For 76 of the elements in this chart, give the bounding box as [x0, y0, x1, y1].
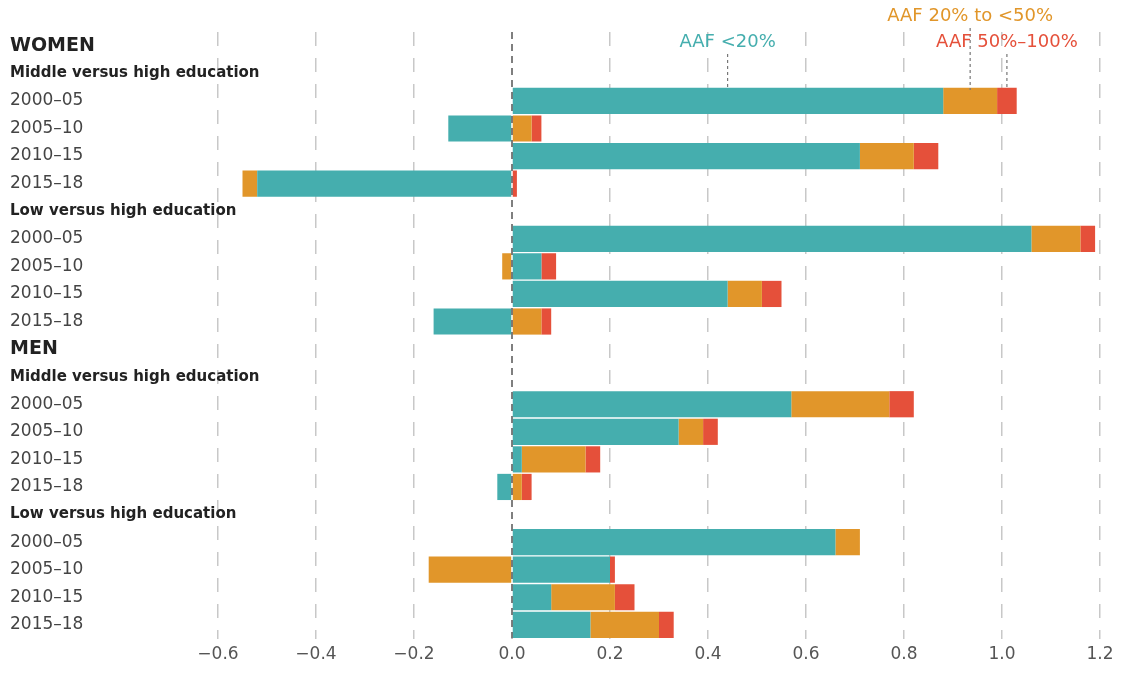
bar	[512, 115, 532, 142]
bar	[997, 87, 1017, 115]
bar	[512, 170, 517, 197]
bar	[1031, 225, 1081, 252]
bar	[512, 87, 944, 115]
bar	[859, 142, 914, 170]
x-tick-label: 0.4	[694, 643, 722, 664]
y-tick-label: 2000–05	[10, 89, 84, 110]
y-tick-label: Low versus high education	[10, 504, 237, 523]
x-tick-label: 0.8	[890, 643, 918, 664]
bar	[433, 308, 512, 335]
bar	[521, 473, 532, 501]
bar	[610, 556, 615, 583]
bar	[761, 280, 782, 308]
bar	[531, 115, 542, 142]
x-tick-label: −0.2	[393, 643, 435, 664]
y-tick-label: 2010–15	[10, 144, 84, 165]
bar	[521, 446, 586, 473]
y-tick-label: 2000–05	[10, 530, 84, 551]
bar	[585, 446, 601, 473]
bar	[428, 556, 512, 583]
y-tick-label: 2015–18	[10, 309, 84, 330]
y-tick-label: 2005–10	[10, 116, 84, 137]
y-tick-label: 2005–10	[10, 254, 84, 275]
x-tick-label: 0.2	[596, 643, 624, 664]
bar	[242, 170, 258, 197]
bar	[791, 391, 890, 418]
text: AAF <20%	[679, 29, 776, 51]
bar	[551, 584, 615, 611]
x-tick-label: 1.2	[1086, 643, 1114, 664]
bar	[512, 391, 792, 418]
bar	[512, 611, 591, 638]
y-tick-label: Middle versus high education	[10, 366, 260, 385]
text: AAF 20% to <50%	[887, 3, 1054, 25]
bar	[703, 418, 718, 445]
bar	[497, 473, 512, 501]
text: AAF 50%–100%	[936, 29, 1078, 51]
x-tick-label: −0.6	[197, 643, 239, 664]
bar	[889, 391, 914, 418]
bar	[512, 529, 836, 556]
y-tick-label: 2010–15	[10, 585, 84, 606]
y-tick-label: 2015–18	[10, 475, 84, 496]
y-tick-label: 2015–18	[10, 613, 84, 634]
x-tick-label: 0.0	[498, 643, 526, 664]
bar	[448, 115, 512, 142]
y-tick-label: 2000–05	[10, 392, 84, 413]
bar	[727, 280, 762, 308]
bar	[913, 142, 939, 170]
y-tick-label: 2000–05	[10, 227, 84, 248]
y-tick-label: 2010–15	[10, 447, 84, 468]
bar	[541, 308, 552, 335]
bar	[512, 280, 728, 308]
x-tick-label: 1.0	[988, 643, 1016, 664]
bar	[678, 418, 704, 445]
y-tick-label: 2015–18	[10, 172, 84, 193]
bar	[659, 611, 674, 638]
y-tick-label: 2005–10	[10, 420, 84, 441]
y-tick-label: 2010–15	[10, 282, 84, 303]
bar	[1080, 225, 1096, 252]
x-tick-label: −0.4	[295, 643, 337, 664]
y-tick-label: WOMEN	[10, 32, 95, 55]
bar	[943, 87, 998, 115]
bar	[614, 584, 635, 611]
bar	[835, 529, 860, 556]
bar	[590, 611, 659, 638]
bar	[512, 142, 860, 170]
x-tick-label: 0.6	[792, 643, 820, 664]
y-tick-label: 2005–10	[10, 558, 84, 579]
y-tick-label: Middle versus high education	[10, 63, 260, 82]
bar	[257, 170, 512, 197]
bar	[512, 473, 522, 501]
y-tick-label: Low versus high education	[10, 201, 237, 220]
y-tick-label: MEN	[10, 336, 58, 359]
bar	[541, 253, 557, 280]
bar	[502, 253, 512, 280]
bar	[512, 308, 542, 335]
